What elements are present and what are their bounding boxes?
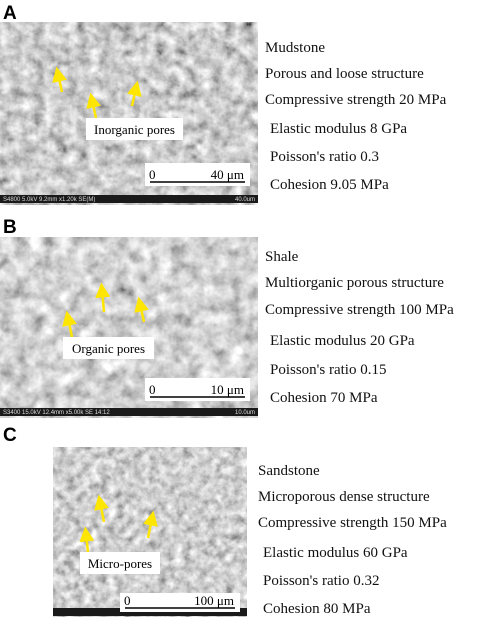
property: Elastic modulus 60 GPa xyxy=(263,545,408,561)
property: Poisson's ratio 0.15 xyxy=(270,362,386,378)
sem-footer xyxy=(0,195,258,203)
pore-label: Organic pores xyxy=(72,341,145,356)
scale-zero: 0 xyxy=(149,382,156,397)
scale-zero: 0 xyxy=(149,167,156,182)
sem-footer xyxy=(0,408,258,416)
pore-label: Inorganic pores xyxy=(94,122,175,137)
property: Mudstone xyxy=(265,40,325,56)
panel-label: B xyxy=(3,217,17,238)
pore-label-box xyxy=(80,552,160,574)
property: Cohesion 80 MPa xyxy=(263,601,371,617)
property: Sandstone xyxy=(258,463,320,479)
panel-label: A xyxy=(3,3,17,24)
property: Cohesion 9.05 MPa xyxy=(270,177,389,193)
scale-label: 10 μm xyxy=(211,382,244,397)
property: Compressive strength 150 MPa xyxy=(258,515,447,531)
property: Multiorganic porous structure xyxy=(265,275,444,291)
property: Elastic modulus 8 GPa xyxy=(270,121,407,137)
scale-label: 100 μm xyxy=(194,593,234,608)
arrow xyxy=(79,526,95,553)
property: Poisson's ratio 0.3 xyxy=(270,149,379,165)
panel: B S3400 15.0kV 12.4mm x5.00k SE 14:12 10.0… xyxy=(0,217,454,418)
sem-footer-right: 40.0um xyxy=(235,197,255,203)
arrow xyxy=(52,66,67,93)
property: Poisson's ratio 0.32 xyxy=(263,573,379,589)
scale-box xyxy=(145,378,250,401)
property: Compressive strength 20 MPa xyxy=(265,92,447,108)
property: Microporous dense structure xyxy=(258,489,430,505)
property: Shale xyxy=(265,249,299,265)
property: Porous and loose structure xyxy=(265,66,424,82)
arrow xyxy=(62,310,77,338)
arrow xyxy=(127,80,142,107)
scale-label: 40 μm xyxy=(211,167,244,182)
panel: A S4800 5.0kV 9.2mm x1.20k SE(M) 40.0um Ino… xyxy=(0,3,447,205)
arrow xyxy=(95,282,111,313)
arrow xyxy=(134,296,149,323)
property: Elastic modulus 20 GPa xyxy=(270,333,415,349)
pore-label-box xyxy=(63,337,154,359)
pore-label: Micro-pores xyxy=(88,556,152,571)
scale-zero: 0 xyxy=(124,593,131,608)
sem-footer-left: S4800 5.0kV 9.2mm x1.20k SE(M) xyxy=(3,197,95,203)
property: Cohesion 70 MPa xyxy=(270,390,378,406)
pore-label-box xyxy=(86,118,183,140)
sem-footer-right: 10.0um xyxy=(235,410,255,416)
sem-footer-left: S3400 15.0kV 12.4mm x5.00k SE 14:12 xyxy=(3,410,110,416)
property: Compressive strength 100 MPa xyxy=(265,302,454,318)
arrow xyxy=(94,494,109,523)
scale-box xyxy=(145,163,250,186)
arrow xyxy=(143,510,158,539)
panel-label: C xyxy=(3,425,17,446)
panel: C Micro-pores 0 100 μm Sandstone Microporous … xyxy=(3,425,447,617)
arrow xyxy=(86,92,101,119)
